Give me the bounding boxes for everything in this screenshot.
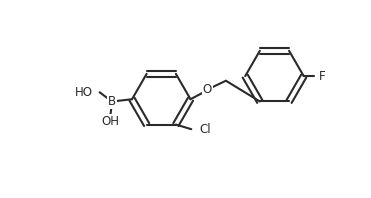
Text: O: O (203, 84, 212, 96)
Text: HO: HO (75, 86, 93, 99)
Text: F: F (319, 70, 326, 83)
Text: B: B (108, 95, 116, 108)
Text: OH: OH (101, 115, 119, 128)
Text: Cl: Cl (199, 123, 211, 136)
